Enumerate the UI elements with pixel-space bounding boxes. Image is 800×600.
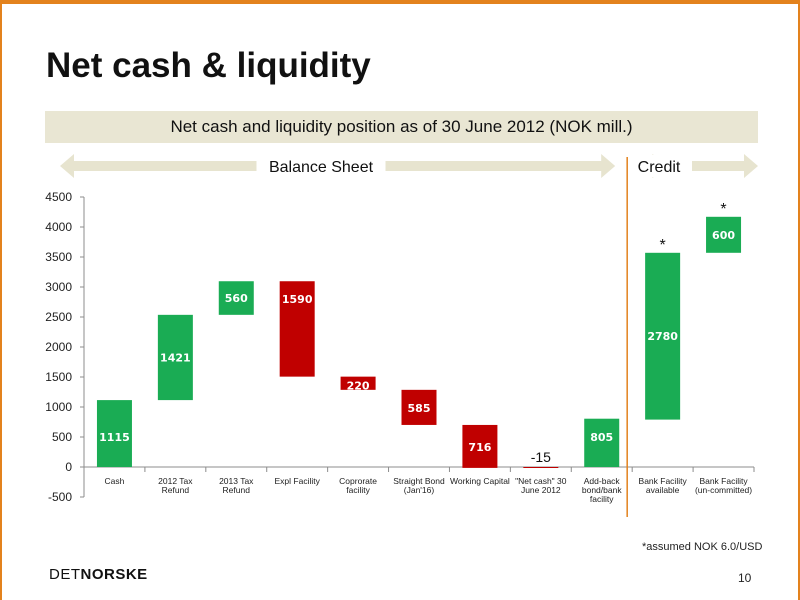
- section-label: Balance Sheet: [269, 159, 374, 176]
- waterfall-bar: [523, 467, 559, 468]
- chart-subtitle-bar: Net cash and liquidity position as of 30…: [45, 111, 758, 143]
- x-category-label: facility: [590, 494, 614, 504]
- waterfall-bar: [462, 424, 498, 468]
- x-category-label: June 2012: [521, 485, 561, 495]
- x-category-label: "Net cash" 30: [515, 476, 567, 486]
- bar-asterisk-marker: *: [660, 237, 666, 254]
- x-category-label: available: [646, 485, 680, 495]
- y-tick-label: 4000: [45, 220, 72, 234]
- section-arrow-credit: [639, 154, 758, 178]
- data-label: 716: [468, 441, 491, 454]
- section-label-background: [256, 155, 386, 177]
- footnote: *assumed NOK 6.0/USD: [642, 541, 763, 553]
- page-number: 10: [738, 571, 752, 585]
- chart-subtitle: Net cash and liquidity position as of 30…: [170, 117, 633, 136]
- logo-text-norske: NORSKE: [80, 566, 148, 583]
- y-tick-label: 2500: [45, 310, 72, 324]
- waterfall-bar: [96, 400, 132, 467]
- x-category-label: Bank Facility: [699, 476, 748, 486]
- data-label: 560: [225, 292, 248, 305]
- y-tick-label: 2000: [45, 340, 72, 354]
- y-tick-label: -500: [48, 490, 72, 504]
- section-label-background: [626, 155, 692, 177]
- data-label: 600: [712, 229, 735, 242]
- y-tick-label: 3000: [45, 280, 72, 294]
- waterfall-bar: [157, 314, 193, 401]
- y-tick-label: 1500: [45, 370, 72, 384]
- x-category-label: (un-committed): [695, 485, 752, 495]
- waterfall-bar: [279, 281, 315, 377]
- x-category-label: Cash: [105, 476, 125, 486]
- x-category-label: Refund: [162, 485, 190, 495]
- waterfall-bar: [706, 216, 742, 253]
- x-category-label: 2013 Tax: [219, 476, 254, 486]
- y-tick-label: 0: [65, 460, 72, 474]
- company-logo: DETNORSKE: [49, 566, 148, 583]
- data-label: 1421: [160, 351, 191, 364]
- left-accent-line: [0, 0, 2, 600]
- y-tick-label: 1000: [45, 400, 72, 414]
- x-category-label: Refund: [223, 485, 251, 495]
- bar-asterisk-marker: *: [720, 201, 726, 218]
- data-label: 805: [590, 431, 613, 444]
- x-category-label: Working Capital: [450, 476, 510, 486]
- waterfall-bar: [401, 389, 437, 425]
- data-label: 220: [347, 380, 370, 393]
- y-tick-label: 4500: [45, 190, 72, 204]
- waterfall-bar: [584, 418, 620, 467]
- top-accent-line: [0, 0, 800, 4]
- waterfall-bar: [645, 252, 681, 420]
- x-category-label: facility: [346, 485, 370, 495]
- y-tick-label: 500: [52, 430, 72, 444]
- data-label: 1590: [282, 293, 313, 306]
- right-accent-line: [798, 0, 800, 600]
- data-label: 585: [408, 402, 431, 415]
- x-category-label: Expl Facility: [275, 476, 321, 486]
- data-label: -15: [531, 449, 551, 465]
- waterfall-bar: [218, 281, 254, 315]
- data-label: 2780: [647, 330, 678, 343]
- x-category-label: (Jan'16): [404, 485, 435, 495]
- data-label: 1115: [99, 431, 130, 444]
- slide-title: Net cash & liquidity: [46, 46, 371, 85]
- x-category-label: Add-back: [584, 476, 621, 486]
- x-category-label: bond/bank: [582, 485, 622, 495]
- logo-text-det: DET: [49, 566, 81, 583]
- waterfall-chart: -500 0 500 1000 1500 2000 2500 3000 3500 4000 4500…: [45, 154, 758, 517]
- section-label: Credit: [638, 159, 681, 176]
- waterfall-bar: [340, 376, 376, 390]
- x-category-label: Coprorate: [339, 476, 377, 486]
- x-category-label: Bank Facility: [639, 476, 688, 486]
- y-tick-label: 3500: [45, 250, 72, 264]
- x-category-label: Straight Bond: [393, 476, 445, 486]
- x-category-label: 2012 Tax: [158, 476, 193, 486]
